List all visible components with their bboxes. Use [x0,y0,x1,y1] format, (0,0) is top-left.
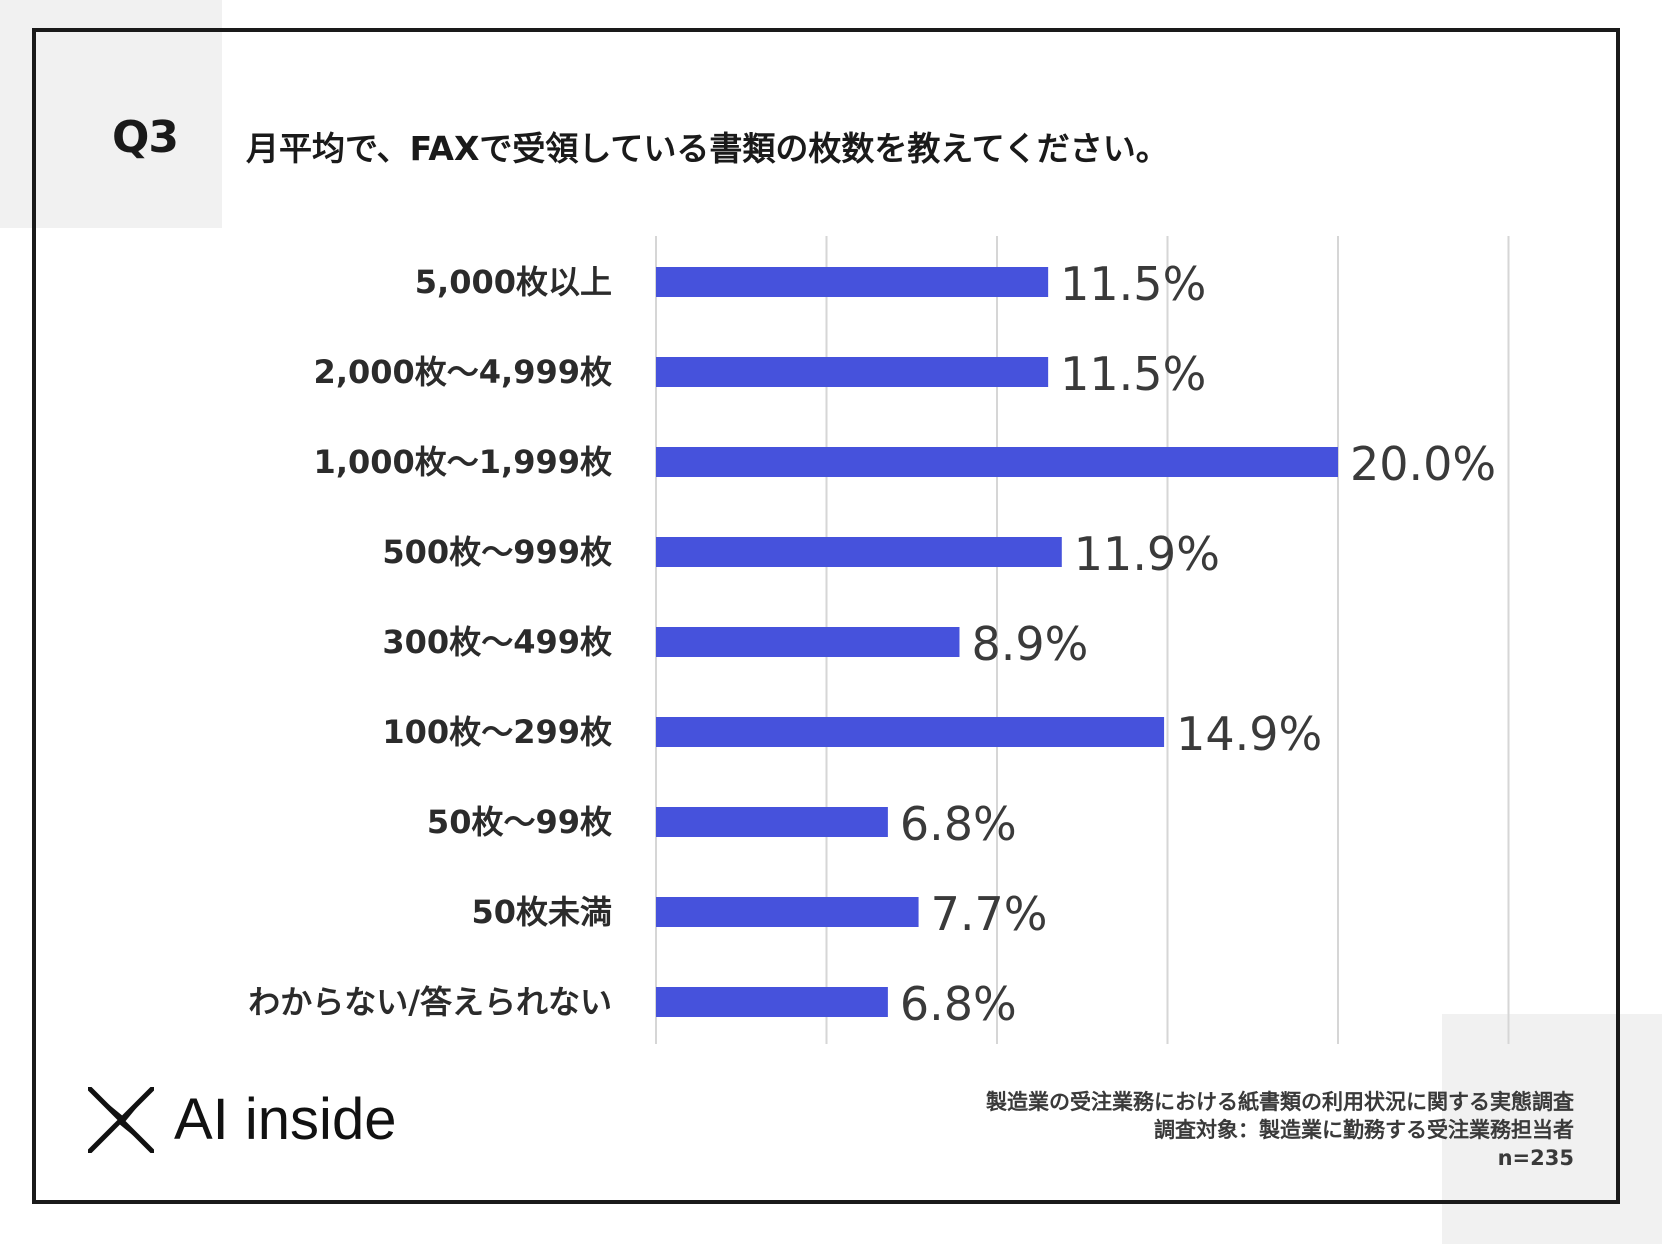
category-label: 100枚～299枚 [382,713,612,751]
logo-text: AI inside [174,1087,397,1152]
category-label: わからない/答えられない [248,983,612,1021]
bar [656,447,1338,477]
value-label: 8.9% [971,617,1088,671]
slide-frame [32,28,1620,1204]
bar [656,267,1049,297]
value-label: 6.8% [900,797,1017,851]
bar [656,987,888,1017]
decor-corner-bottom-right [1442,1014,1662,1244]
sample-size: n=235 [1497,1146,1574,1170]
category-label: 1,000枚～1,999枚 [314,443,612,481]
decor-corner-top-left [0,0,222,228]
bar [656,537,1062,567]
bar [656,897,919,927]
survey-title: 製造業の受注業務における紙書類の利用状況に関する実態調査 [986,1090,1574,1114]
bar [656,717,1165,747]
category-label: 50枚未満 [471,893,612,931]
category-label: 500枚～999枚 [382,533,612,571]
value-label: 11.5% [1060,257,1206,311]
category-label: 5,000枚以上 [415,263,612,301]
survey-notes: 製造業の受注業務における紙書類の利用状況に関する実態調査 調査対象：製造業に勤務… [986,1088,1574,1172]
value-label: 20.0% [1350,437,1496,491]
value-label: 6.8% [900,977,1017,1031]
value-label: 14.9% [1176,707,1322,761]
x-logo-icon [88,1086,154,1153]
value-label: 11.9% [1074,527,1220,581]
bar [656,357,1049,387]
bar [656,627,960,657]
question-number: Q3 [112,112,179,163]
question-text: 月平均で、FAXで受領している書類の枚数を教えてください。 [246,129,1169,168]
value-label: 7.7% [931,887,1048,941]
category-label: 300枚～499枚 [382,623,612,661]
bar [656,807,888,837]
survey-target: 調査対象：製造業に勤務する受注業務担当者 [1154,1118,1574,1142]
brand-logo: AI inside [88,1086,396,1153]
category-label: 2,000枚～4,999枚 [314,353,612,391]
value-label: 11.5% [1060,347,1206,401]
category-label: 50枚～99枚 [427,803,612,841]
